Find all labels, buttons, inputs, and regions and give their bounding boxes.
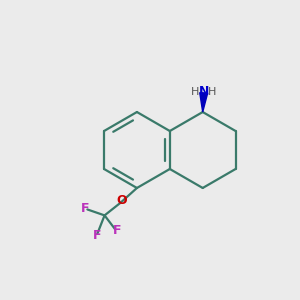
Text: N: N — [199, 85, 209, 98]
Text: H: H — [191, 87, 199, 97]
Text: H: H — [208, 87, 217, 97]
Text: F: F — [113, 224, 122, 237]
Text: F: F — [81, 202, 90, 215]
Text: F: F — [92, 230, 101, 242]
Text: O: O — [116, 194, 127, 207]
Polygon shape — [200, 93, 208, 112]
